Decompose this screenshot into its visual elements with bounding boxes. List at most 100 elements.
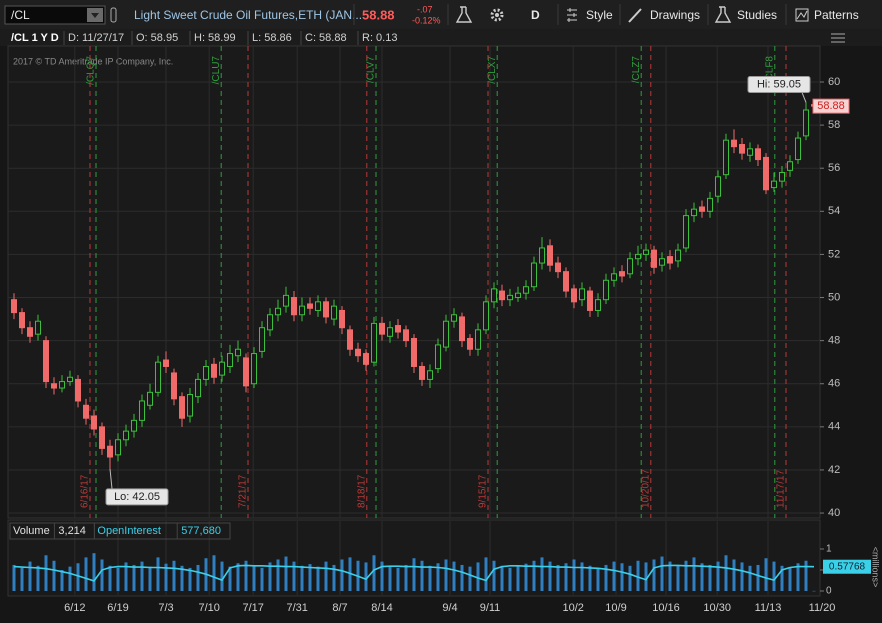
oi-tag (823, 559, 871, 574)
info-high: H: 58.99 (194, 32, 236, 44)
volume-bar (68, 566, 72, 592)
symbol: /CL (11, 8, 30, 22)
volume-bar (676, 565, 680, 592)
candle-body (523, 286, 529, 294)
candle-body (51, 383, 57, 389)
x-tick-label: 7/3 (158, 602, 173, 614)
event-label: 11/17/17 (776, 469, 787, 508)
volume-bar (644, 562, 648, 592)
interval[interactable]: D (531, 8, 540, 22)
candle-body (635, 253, 641, 260)
volume-bar (52, 560, 56, 592)
volume-bar (388, 565, 392, 592)
x-tick-label: 7/10 (198, 602, 219, 614)
x-tick-label: 6/12 (64, 602, 85, 614)
volume-bar (780, 565, 784, 592)
candle-body (27, 327, 33, 337)
candle-body (659, 258, 665, 266)
drawings-button[interactable]: Drawings (650, 8, 700, 22)
candle-body (579, 288, 585, 301)
volume-bar (748, 565, 752, 592)
volume-bar (524, 563, 528, 592)
volume-bar (540, 557, 544, 592)
x-tick-label: 11/20 (809, 602, 836, 614)
volume-bar (500, 565, 504, 592)
volume-bar (108, 565, 112, 592)
change-pct: -0.12% (412, 15, 441, 25)
candle-body (35, 320, 41, 335)
y-axis-label: <millions> (871, 547, 881, 588)
candle-body (683, 215, 689, 249)
link-icon[interactable] (110, 7, 117, 23)
volume-bar (284, 556, 288, 592)
volume-bar (548, 561, 552, 592)
x-tick-label: 7/31 (286, 602, 307, 614)
volume-bar (260, 567, 264, 592)
toolbar (0, 0, 882, 29)
candle-body (515, 292, 521, 299)
event-label: 7/21/17 (238, 474, 249, 508)
candle-body (539, 247, 545, 264)
event-label: 10/20/17 (640, 469, 651, 508)
candle-body (123, 430, 129, 441)
candle-body (195, 378, 201, 398)
volume-bar (300, 565, 304, 592)
event-label: 8/18/17 (356, 474, 367, 508)
candle-body (115, 439, 121, 456)
volume-bar (564, 563, 568, 592)
flask-icon[interactable] (455, 6, 473, 23)
event-label: /CLF8 (764, 56, 775, 84)
y-tick-label: 50 (828, 291, 840, 303)
candle-body (587, 290, 593, 311)
symbol-box[interactable] (4, 5, 106, 25)
candle-body (323, 301, 329, 318)
volume-bar (276, 559, 280, 592)
volume-bar (364, 562, 368, 592)
x-tick-label: 8/7 (332, 602, 347, 614)
volume-bar (476, 562, 480, 592)
info-symbol: /CL 1 Y D (11, 32, 59, 44)
annotation-leader (801, 92, 807, 103)
axis-settings-icon[interactable] (831, 33, 845, 43)
volume-bar (468, 566, 472, 592)
volume-bar (628, 565, 632, 592)
annotation-leader (109, 468, 113, 489)
style-icon (567, 8, 577, 22)
volume-bar (732, 559, 736, 592)
x-tick-label: 9/4 (442, 602, 457, 614)
studies-button[interactable]: Studies (737, 8, 777, 22)
candle-body (451, 314, 457, 322)
volume-bar (172, 560, 176, 592)
candle-body (147, 391, 153, 406)
candle-body (11, 299, 17, 314)
volume-bar (116, 567, 120, 592)
style-button[interactable]: Style (586, 8, 613, 22)
volume-bar (412, 558, 416, 592)
candle-body (707, 197, 713, 212)
x-tick-label: 10/2 (562, 602, 583, 614)
volume-bar (164, 563, 168, 592)
y-tick-label: 44 (828, 421, 840, 433)
info-open: O: 58.95 (136, 32, 178, 44)
volume-bar (268, 562, 272, 592)
candle-body (755, 148, 761, 161)
volume-bar (684, 560, 688, 592)
oi-tag-label: 0.57768 (829, 561, 866, 572)
volume-bar (340, 559, 344, 592)
candle-body (499, 290, 505, 301)
volume-bar (292, 561, 296, 592)
description: Light Sweet Crude Oil Futures,ETH (JAN..… (134, 8, 362, 22)
candle-body (107, 445, 113, 458)
candle-body (419, 365, 425, 380)
studies-icon (714, 6, 732, 23)
volume-bar (612, 561, 616, 592)
x-tick-label: 9/11 (480, 602, 501, 614)
volume-bar (436, 563, 440, 592)
patterns-button[interactable]: Patterns (814, 8, 859, 22)
y-tick-label: 40 (828, 507, 840, 519)
candle-body (395, 325, 401, 333)
candle-body (459, 316, 465, 342)
gear-icon[interactable] (490, 8, 504, 22)
event-label: /CLV7 (366, 56, 377, 83)
